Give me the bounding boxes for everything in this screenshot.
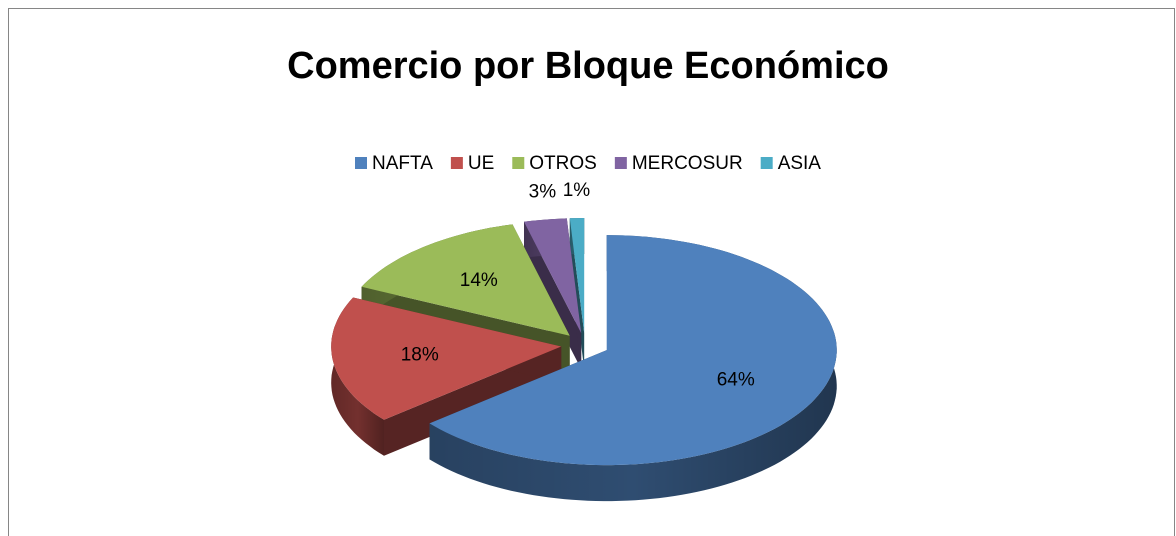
legend-label: UE	[468, 153, 494, 174]
pie-slice	[524, 218, 582, 334]
legend-swatch	[355, 157, 367, 169]
data-label: 1%	[563, 180, 591, 201]
legend-label: MERCOSUR	[632, 153, 743, 174]
legend: NAFTA UE OTROS MERCOSUR ASIA	[355, 153, 821, 174]
legend-swatch	[450, 157, 463, 169]
chart-title: Comercio por Bloque Económico	[287, 45, 889, 87]
legend-label: OTROS	[529, 153, 597, 174]
legend-label: ASIA	[778, 153, 822, 174]
slice	[429, 235, 837, 502]
slice-side	[384, 346, 562, 456]
slice	[331, 297, 562, 456]
legend-swatch	[760, 157, 773, 169]
pie-slice	[569, 218, 585, 333]
slice-wall-shade	[429, 235, 837, 502]
data-label: 14%	[460, 270, 498, 291]
data-label: 3%	[529, 181, 557, 202]
pie-slice	[429, 235, 837, 466]
pie-slice	[331, 297, 562, 420]
legend-label: NAFTA	[372, 153, 433, 174]
legend-swatch	[614, 157, 627, 169]
data-label: 64%	[717, 369, 755, 390]
legend-swatch	[512, 157, 525, 169]
data-label: 18%	[401, 344, 439, 365]
pie-slice	[361, 224, 570, 336]
